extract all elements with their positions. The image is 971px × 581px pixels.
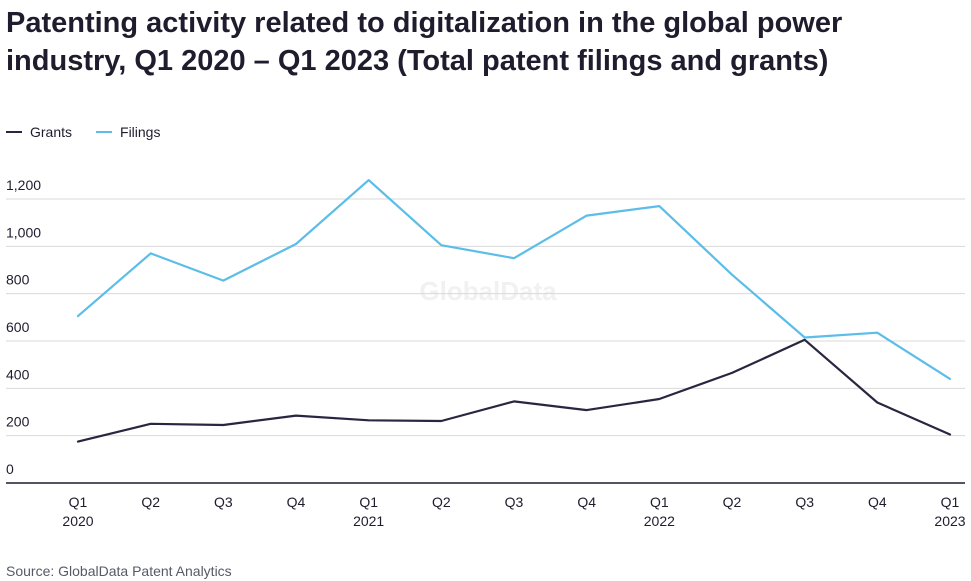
x-tick-label: Q1 [69,494,88,510]
legend-item-filings: Filings [96,124,160,140]
x-tick-label: Q1 [941,494,960,510]
x-tick-year-label: 2020 [62,513,93,529]
legend-swatch [6,131,22,133]
chart-title: Patenting activity related to digitaliza… [6,7,843,77]
x-tick-year-label: 2023 [934,513,965,529]
x-tick-label: Q2 [723,494,742,510]
legend-label: Filings [120,124,161,140]
y-tick-label: 200 [6,414,30,430]
legend-swatch [96,131,113,133]
source-note: Source: GlobalData Patent Analytics [6,563,232,579]
legend-label: Grants [30,124,73,140]
y-tick-label: 800 [6,272,30,288]
x-tick-year-label: 2022 [644,513,675,529]
x-tick-label: Q4 [868,494,887,510]
y-tick-label: 400 [6,366,30,382]
x-tick-label: Q3 [214,494,233,510]
series-line-filings [76,179,952,380]
x-tick-year-label: 2021 [353,513,384,529]
watermark: GlobalData [419,276,557,306]
x-tick-label: Q2 [432,494,451,510]
x-tick-label: Q3 [505,494,524,510]
series-line-grants [76,338,952,443]
chart-legend: Grants Filings [6,124,160,140]
y-tick-label: 0 [6,461,14,477]
x-tick-label: Q4 [577,494,596,510]
y-tick-label: 1,200 [6,177,41,193]
x-tick-label: Q3 [795,494,814,510]
x-tick-label: Q1 [359,494,378,510]
x-tick-label: Q4 [287,494,306,510]
y-tick-label: 1,000 [6,224,41,240]
x-tick-label: Q2 [141,494,160,510]
legend-item-grants: Grants [6,124,72,140]
y-tick-label: 600 [6,319,30,335]
x-tick-label: Q1 [650,494,669,510]
line-chart: GlobalData 0 200 400 600 800 1,000 1,200 Q1 2020 Q… [6,177,966,529]
